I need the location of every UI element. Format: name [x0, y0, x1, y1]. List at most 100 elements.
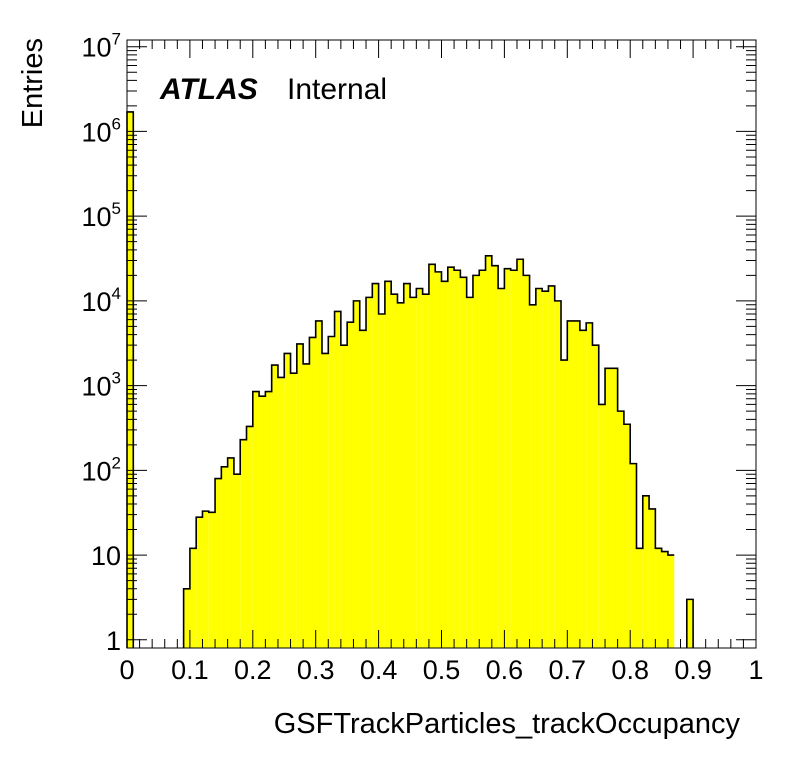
y-axis-title: Entries [17, 38, 49, 128]
histogram-bin [435, 271, 442, 648]
histogram-bin [479, 270, 486, 648]
histogram-bin [127, 111, 134, 648]
histogram-bin [504, 268, 511, 648]
histogram-bin [516, 259, 524, 648]
histogram-bin [303, 363, 310, 648]
histogram-bin [542, 291, 549, 648]
x-tick-label: 0.9 [674, 655, 712, 685]
x-tick-labels: 0 0.1 0.2 0.3 0.4 0.5 0.6 0.7 0.8 0.9 1 [119, 655, 763, 685]
histogram-bin [586, 322, 593, 648]
y-tick-label: 106 [81, 114, 121, 147]
histogram-bin [296, 343, 304, 648]
histogram-bin [529, 304, 536, 648]
x-tick-label: 0.8 [611, 655, 649, 685]
histogram-bin [315, 320, 322, 648]
histogram-bin [447, 267, 455, 648]
x-tick-label: 0.1 [171, 655, 209, 685]
histogram-bars [126, 111, 694, 649]
histogram-bin [428, 264, 436, 648]
histogram-bin [630, 463, 637, 648]
histogram-bin [321, 353, 329, 648]
histogram-bin [227, 457, 234, 648]
histogram-bin [642, 495, 650, 648]
histogram-bin [655, 548, 662, 648]
histogram-bin [498, 288, 505, 648]
histogram-bin [328, 336, 335, 648]
histogram-bin [573, 320, 580, 648]
atlas-label: ATLAS [159, 73, 258, 106]
histogram-bin [403, 283, 411, 648]
histogram-bin [359, 330, 367, 648]
histogram-bin [579, 330, 587, 648]
histogram-bin [491, 265, 499, 648]
histogram-bin [592, 345, 599, 648]
y-tick-label: 107 [81, 30, 121, 63]
x-tick-label: 0.2 [234, 655, 272, 685]
histogram-bin [554, 300, 562, 648]
axis-ticks [126, 40, 757, 648]
histogram-bin [466, 297, 473, 648]
histogram-bin [284, 353, 291, 648]
histogram-bin [277, 377, 285, 648]
histogram-bin [334, 311, 341, 648]
histogram-bin [290, 373, 297, 648]
x-tick-label: 0 [119, 655, 134, 685]
histogram-bin [598, 404, 606, 648]
histogram-bin [605, 368, 612, 648]
histogram-bin [221, 466, 228, 648]
y-tick-label: 102 [81, 453, 121, 486]
histogram-bin [391, 294, 398, 648]
histogram-bin [215, 478, 222, 648]
histogram-bin [347, 322, 354, 648]
histogram-bin [378, 314, 385, 648]
x-tick-label: 0.3 [297, 655, 335, 685]
histogram-bin [472, 275, 480, 648]
histogram-bin [661, 551, 668, 648]
y-tick-label: 10 [91, 541, 121, 571]
histogram-bin [535, 288, 543, 648]
y-tick-label: 104 [81, 284, 121, 317]
histogram-bin [353, 300, 360, 648]
histogram-bin [202, 511, 209, 648]
histogram-bin [667, 555, 675, 648]
x-tick-label: 0.4 [360, 655, 398, 685]
histogram-bin [340, 345, 348, 648]
histogram-bin [623, 424, 631, 648]
histogram-bin [246, 426, 253, 648]
histogram-bin [617, 411, 624, 648]
histogram-bin [523, 275, 530, 648]
histogram-bin [265, 391, 272, 648]
x-tick-label: 0.6 [486, 655, 524, 685]
histogram-bin [309, 337, 316, 648]
x-tick-label: 1 [748, 655, 763, 685]
histogram-bin [397, 302, 404, 648]
histogram-bin [271, 365, 278, 648]
histogram-bin [189, 548, 197, 648]
histogram-bin [485, 255, 492, 649]
histogram-bin [372, 283, 379, 648]
histogram-bin [649, 508, 656, 648]
histogram-bin [233, 474, 241, 648]
histogram-bin [410, 297, 417, 648]
histogram-bin [636, 548, 643, 648]
y-tick-labels: 1 10 102 103 104 105 106 107 [81, 30, 121, 656]
histogram-bin [252, 391, 260, 648]
y-tick-label: 105 [81, 199, 121, 232]
histogram-bin [567, 320, 574, 648]
histogram-bin [611, 368, 618, 648]
histogram-bin [366, 297, 373, 648]
y-tick-label: 103 [81, 369, 121, 402]
histogram-bin [548, 285, 555, 648]
histogram-bin [416, 288, 423, 648]
tick-marks [126, 40, 757, 648]
histogram-bin [561, 360, 568, 648]
histogram-bin [460, 277, 467, 648]
histogram-bin [510, 270, 517, 648]
y-tick-label: 1 [106, 626, 121, 656]
x-axis-title: GSFTrackParticles_trackOccupancy [274, 708, 741, 740]
histogram-bin [441, 281, 448, 648]
x-tick-label: 0.5 [423, 655, 461, 685]
histogram-bin [240, 439, 247, 648]
histogram-bin [183, 588, 190, 648]
